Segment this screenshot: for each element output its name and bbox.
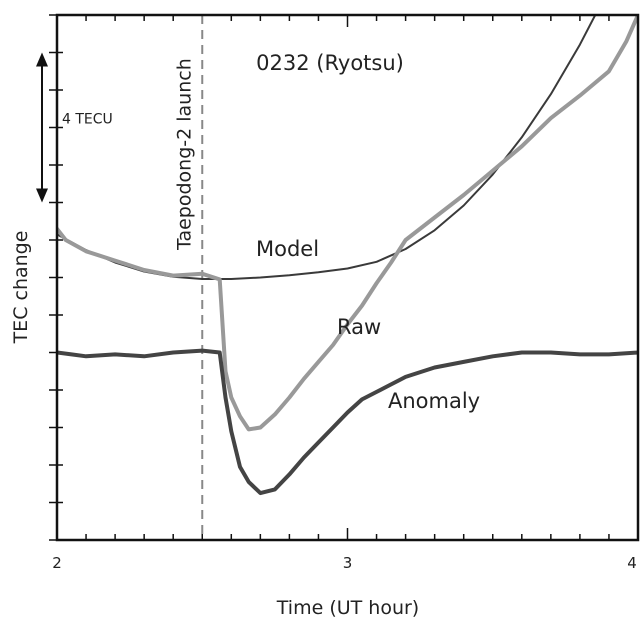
- x-tick-label-3: 3: [343, 554, 353, 572]
- launch-marker-label: Taepodong-2 launch: [173, 58, 195, 251]
- series-raw-line: [57, 15, 638, 429]
- scale-bar-arrow: [36, 53, 48, 203]
- x-axis-label: Time (UT hour): [276, 597, 419, 619]
- y-axis-label: TEC change: [10, 231, 32, 345]
- series-model-label: Model: [256, 237, 319, 261]
- series-raw-label: Raw: [337, 315, 381, 339]
- x-tick-label-2: 2: [52, 554, 62, 572]
- x-tick-label-4: 4: [627, 554, 637, 572]
- series-anomaly-label: Anomaly: [388, 389, 480, 413]
- scale-bar-label: 4 TECU: [62, 112, 113, 128]
- series-model-line: [57, 0, 638, 279]
- axis-ticks: [49, 15, 638, 540]
- series-anomaly-line: [57, 351, 638, 494]
- chart-title: 0232 (Ryotsu): [256, 51, 404, 75]
